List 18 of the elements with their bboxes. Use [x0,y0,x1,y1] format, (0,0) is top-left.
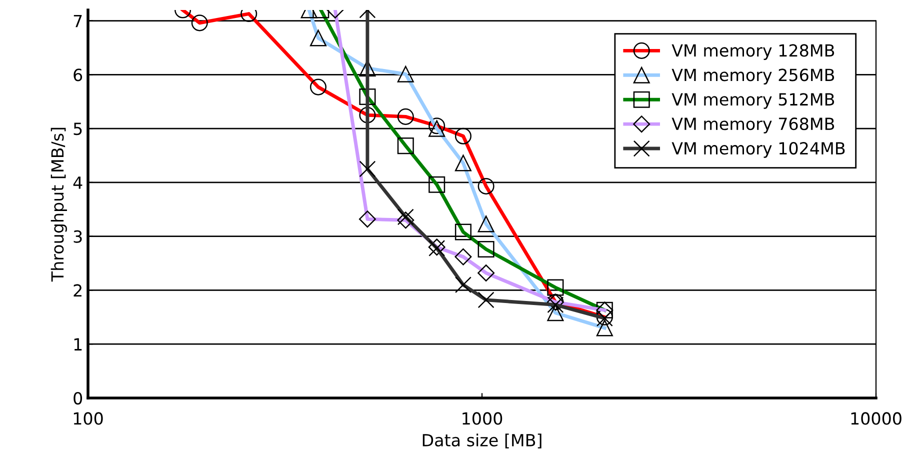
y-tick-label: 0 [74,392,82,405]
legend-label: VM memory 512MB [672,93,834,109]
y-tick-label: 7 [74,14,82,28]
x-tick-label: 10000 [851,412,902,425]
y-tick-label: 6 [74,68,82,82]
legend-label: VM memory 768MB [672,118,834,134]
legend-label: VM memory 256MB [672,68,834,84]
y-tick-label: 3 [74,230,82,243]
x-tick-label: 1000 [462,412,502,425]
y-axis-title: Throughput [MB/s] [50,128,67,282]
x-axis-title: Data size [MB] [422,434,542,448]
y-tick-label: 5 [74,122,82,136]
y-tick-label: 1 [74,338,82,350]
legend-label: VM memory 1024MB [672,142,845,158]
y-tick-label: 2 [74,284,82,297]
y-tick-label: 4 [73,176,82,189]
legend-label: VM memory 128MB [672,44,834,60]
x-tick-label: 100 [74,412,103,425]
